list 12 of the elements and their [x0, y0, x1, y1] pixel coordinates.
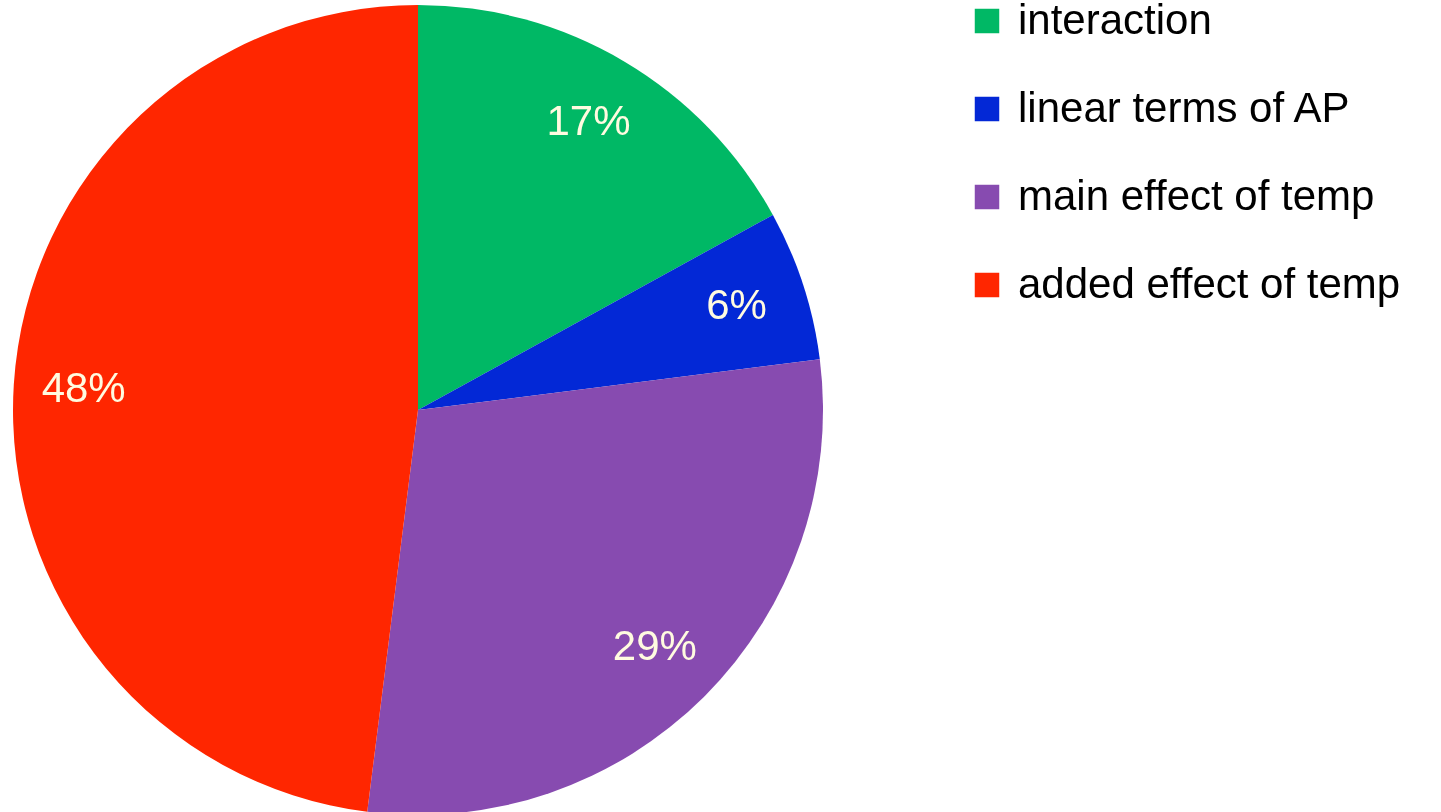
pie-slice: [367, 359, 823, 812]
pie-slice: [13, 5, 418, 812]
legend-label: linear terms of AP: [1018, 84, 1350, 131]
data-label: 29%: [612, 621, 697, 669]
pie-slice: [418, 214, 820, 410]
data-label: 6%: [706, 281, 767, 329]
data-label: 48%: [41, 363, 126, 411]
pie-slice: [418, 5, 773, 410]
legend-label: added effect of temp: [1018, 260, 1401, 307]
legend-label: interaction: [1018, 0, 1212, 43]
data-label: 17%: [546, 96, 631, 144]
legend-label: main effect of temp: [1018, 172, 1375, 219]
